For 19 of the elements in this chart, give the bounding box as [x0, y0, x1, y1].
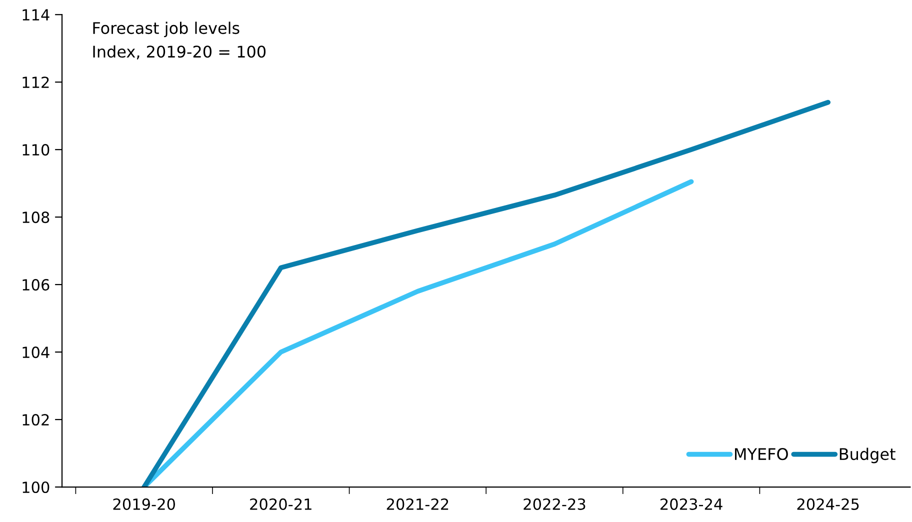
- legend-label: MYEFO: [735, 448, 788, 460]
- y-tick-label: 110: [22, 144, 50, 156]
- x-tick-label: 2022-23: [524, 498, 586, 510]
- y-tick-label: 106: [22, 279, 50, 291]
- y-tick-label: 108: [22, 212, 50, 224]
- x-tick-label: 2023-24: [660, 498, 722, 510]
- legend-label: Budget: [840, 448, 896, 464]
- y-tick-label: 112: [22, 76, 49, 88]
- y-tick-label: 104: [22, 346, 50, 358]
- y-tick-label: 100: [22, 481, 50, 494]
- x-tick-label: 2024-25: [797, 498, 859, 510]
- chart-title: Forecast job levels: [93, 22, 240, 38]
- y-tick-label: 114: [22, 9, 50, 20]
- x-tick-label: 2020-21: [250, 498, 312, 510]
- line-series: [142, 100, 831, 488]
- text: Index, 2019-20 = 100: [93, 45, 266, 60]
- x-tick-label: 2021-22: [386, 498, 448, 510]
- y-tick-label: 102: [22, 414, 49, 426]
- x-tick-label: 2019-20: [113, 498, 175, 510]
